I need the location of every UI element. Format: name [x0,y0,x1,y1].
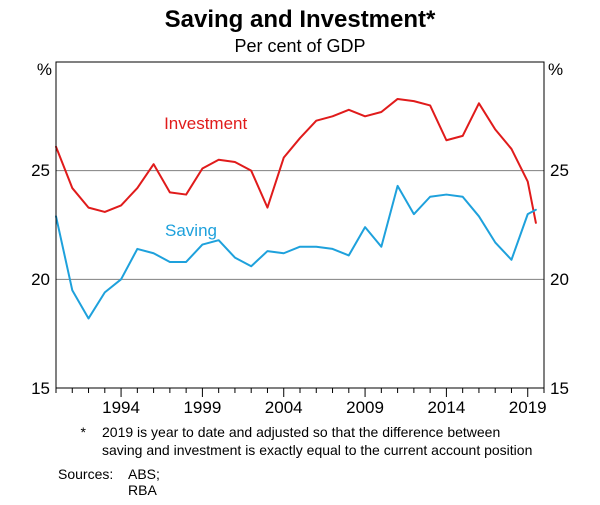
chart-title: Saving and Investment* [0,0,600,34]
sources-label: Sources: [58,466,113,482]
sources-value: ABS; RBA [128,466,160,498]
footnote-marker: * [66,424,86,440]
series-label-saving: Saving [165,221,217,241]
x-tick-label: 2019 [498,398,558,418]
y-axis-unit-left: % [12,60,52,80]
series-investment [56,99,536,223]
x-tick-label: 1999 [172,398,232,418]
footnote-text: 2019 is year to date and adjusted so tha… [102,424,544,459]
y-tick-label-left: 25 [10,161,50,181]
x-tick-label: 1994 [91,398,151,418]
x-tick-label: 2009 [335,398,395,418]
x-tick-label: 2014 [416,398,476,418]
y-tick-label-left: 15 [10,379,50,399]
x-tick-label: 2004 [254,398,314,418]
y-tick-label-right: 25 [550,161,590,181]
plot-border [56,62,544,388]
series-saving [56,186,536,319]
series-label-investment: Investment [164,114,247,134]
y-tick-label-right: 15 [550,379,590,399]
y-tick-label-right: 20 [550,270,590,290]
plot-area [56,62,544,388]
y-tick-label-left: 20 [10,270,50,290]
y-axis-unit-right: % [548,60,588,80]
chart-subtitle: Per cent of GDP [0,34,600,57]
